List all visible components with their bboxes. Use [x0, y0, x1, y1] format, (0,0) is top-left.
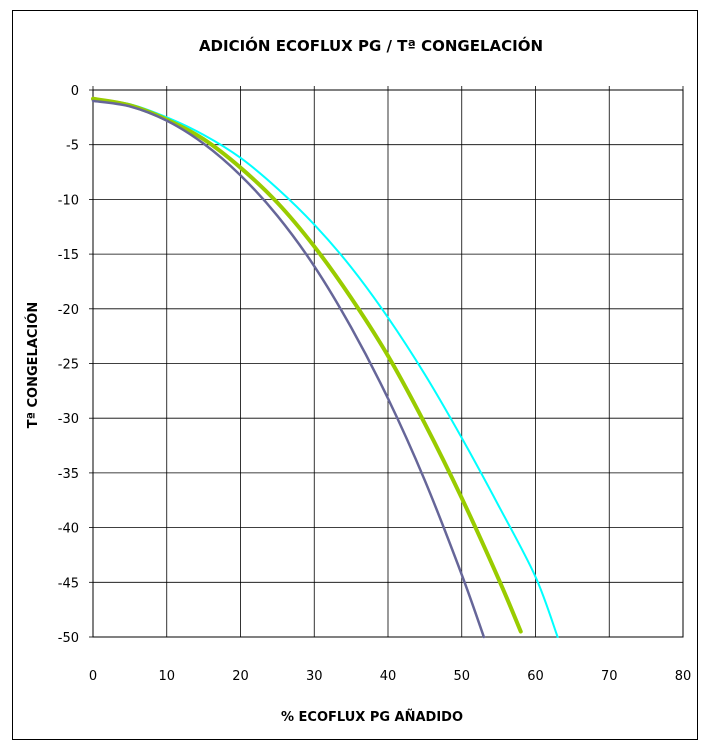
y-tick-label: -25	[58, 358, 79, 373]
plot-area	[92, 89, 684, 638]
series-line-3	[91, 99, 486, 639]
y-tick-label: -35	[58, 467, 79, 482]
series-line-2	[91, 96, 523, 634]
y-tick-label: -20	[58, 303, 79, 318]
x-tick-label: 20	[232, 669, 249, 684]
chart-frame	[12, 10, 698, 740]
x-axis-title: % ECOFLUX PG AÑADIDO	[281, 709, 463, 725]
x-tick-label: 0	[89, 669, 97, 684]
x-axis-ticks: 0 10 20 30 40 50 60 70 80	[89, 669, 691, 684]
y-tick-label: -50	[58, 631, 79, 646]
x-tick-label: 10	[158, 669, 175, 684]
y-tick-label: -15	[58, 248, 79, 263]
x-tick-label: 80	[675, 669, 692, 684]
y-axis-title: Tª CONGELACIÓN	[25, 302, 41, 428]
y-tick-label: -30	[58, 412, 79, 427]
x-tick-label: 50	[453, 669, 470, 684]
x-tick-label: 60	[527, 669, 544, 684]
series-lines	[91, 96, 559, 639]
y-tick-label: -40	[58, 522, 79, 537]
y-axis-ticks: 0 -5 -10 -15 -20 -25 -30 -35 -40 -45 -50	[58, 84, 79, 646]
y-tick-label: -5	[66, 139, 79, 154]
series-line-1	[92, 97, 559, 638]
y-tick-label: -45	[58, 576, 79, 591]
x-tick-label: 40	[380, 669, 397, 684]
x-tick-label: 70	[601, 669, 618, 684]
y-tick-label: -10	[58, 193, 79, 208]
x-tick-label: 30	[306, 669, 323, 684]
chart-title: ADICIÓN ECOFLUX PG / Tª CONGELACIÓN	[199, 36, 543, 55]
grid-lines	[89, 86, 684, 638]
y-tick-label: 0	[71, 84, 79, 99]
